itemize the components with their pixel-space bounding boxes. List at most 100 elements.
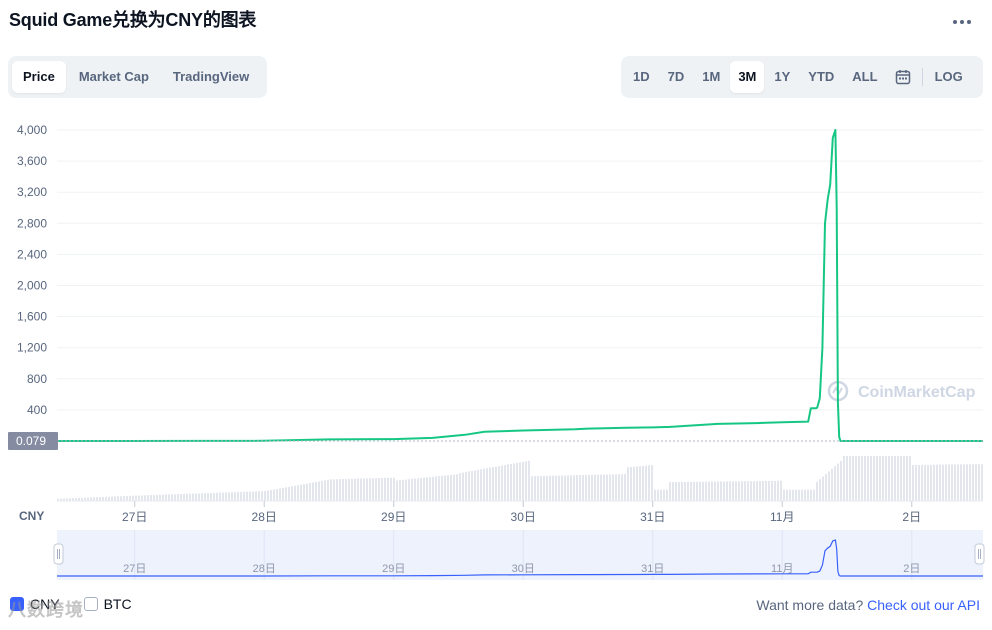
- volume-bar: [555, 475, 557, 501]
- cny-checkbox[interactable]: [10, 597, 24, 611]
- volume-bar: [549, 475, 551, 501]
- volume-bar: [348, 478, 350, 501]
- volume-bar: [183, 493, 185, 501]
- tab-market-cap[interactable]: Market Cap: [78, 69, 149, 84]
- navigator-tick-label: 30日: [512, 563, 535, 575]
- volume-bar: [672, 482, 674, 501]
- volume-bar: [699, 481, 701, 501]
- volume-bar: [624, 474, 626, 501]
- tab-tradingview[interactable]: TradingView: [172, 69, 250, 84]
- volume-bar: [249, 491, 251, 501]
- volume-bar: [633, 466, 635, 501]
- volume-bar: [816, 481, 818, 501]
- volume-bar: [390, 477, 392, 501]
- volume-bar: [876, 456, 878, 501]
- volume-bar: [834, 466, 836, 501]
- volume-bar: [462, 472, 464, 501]
- x-tick-label: 11月: [770, 510, 794, 524]
- volume-bar: [78, 497, 80, 501]
- volume-bar: [480, 469, 482, 501]
- x-tick-label: 28日: [252, 510, 277, 524]
- volume-bar: [138, 495, 140, 501]
- range-3m[interactable]: 3M: [730, 61, 765, 93]
- volume-bar: [729, 481, 731, 501]
- volume-bar: [603, 474, 605, 501]
- volume-bar: [885, 456, 887, 501]
- volume-bar: [762, 480, 764, 501]
- range-7d[interactable]: 7D: [667, 69, 685, 84]
- volume-bar: [84, 497, 86, 501]
- log-toggle[interactable]: LOG: [934, 69, 963, 84]
- volume-bar: [696, 481, 698, 501]
- volume-bar: [144, 495, 146, 501]
- volume-bar: [810, 489, 812, 501]
- volume-bar: [645, 465, 647, 501]
- navigator-selection[interactable]: [57, 530, 983, 580]
- volume-bar: [759, 481, 761, 501]
- volume-bar: [519, 462, 521, 501]
- volume-bar: [960, 464, 962, 501]
- navigator-tick-label: 27日: [123, 563, 146, 575]
- api-link[interactable]: Check out our API: [867, 597, 980, 613]
- volume-bar: [333, 479, 335, 501]
- volume-bar: [948, 464, 950, 501]
- y-tick-label: 400: [27, 403, 47, 417]
- y-tick-label: 3,600: [17, 154, 47, 168]
- volume-bar: [531, 476, 533, 501]
- volume-bar: [216, 492, 218, 501]
- range-1y[interactable]: 1Y: [774, 69, 791, 84]
- range-ytd[interactable]: YTD: [808, 69, 835, 84]
- volume-bar: [213, 492, 215, 501]
- volume-bar: [510, 463, 512, 501]
- volume-bar: [951, 464, 953, 501]
- volume-bar: [606, 474, 608, 501]
- volume-bar: [681, 481, 683, 501]
- range-1m[interactable]: 1M: [702, 69, 721, 84]
- volume-bar: [789, 489, 791, 501]
- volume-bar: [969, 464, 971, 501]
- more-options-icon[interactable]: [950, 12, 974, 32]
- volume-bar: [828, 471, 830, 501]
- price-chart[interactable]: 4,000 3,600 3,200 2,800 2,400 2,000 1,600 1,200…: [0, 0, 992, 590]
- volume-bar: [882, 456, 884, 501]
- volume-bar: [966, 464, 968, 501]
- volume-bar: [318, 481, 320, 501]
- calendar-icon[interactable]: [888, 61, 918, 93]
- volume-bar: [561, 475, 563, 501]
- volume-bar: [594, 474, 596, 501]
- volume-bar: [852, 456, 854, 501]
- volume-bar: [423, 477, 425, 501]
- range-1d[interactable]: 1D: [633, 69, 650, 84]
- btc-checkbox[interactable]: [83, 597, 98, 611]
- volume-bar: [366, 478, 368, 501]
- volume-bar: [438, 476, 440, 501]
- volume-bar: [534, 476, 536, 501]
- volume-bar: [384, 477, 386, 501]
- range-all[interactable]: ALL: [852, 69, 878, 84]
- volume-bar: [588, 474, 590, 501]
- navigator-left-handle[interactable]: [53, 543, 64, 565]
- volume-bar: [552, 475, 554, 501]
- volume-bar: [141, 495, 143, 501]
- volume-bar: [540, 476, 542, 501]
- volume-bar: [66, 498, 68, 501]
- volume-bar: [942, 464, 944, 501]
- volume-bar: [402, 479, 404, 501]
- navigator-right-handle[interactable]: [974, 543, 985, 565]
- volume-bar: [399, 480, 401, 501]
- volume-bar: [441, 475, 443, 501]
- volume-bar: [642, 465, 644, 501]
- volume-bar: [615, 474, 617, 501]
- volume-bar: [702, 481, 704, 501]
- tab-price[interactable]: Price: [12, 61, 66, 93]
- grid: [57, 129, 983, 411]
- volume-bar: [330, 479, 332, 501]
- y-tick-label: 2,800: [17, 216, 47, 230]
- volume-bar: [123, 496, 125, 501]
- volume-bar: [888, 456, 890, 501]
- volume-bar: [276, 488, 278, 501]
- volume-bar: [63, 498, 65, 501]
- volume-bar: [843, 456, 845, 501]
- volume-bar: [177, 494, 179, 501]
- currency-axis-label: CNY: [19, 509, 44, 523]
